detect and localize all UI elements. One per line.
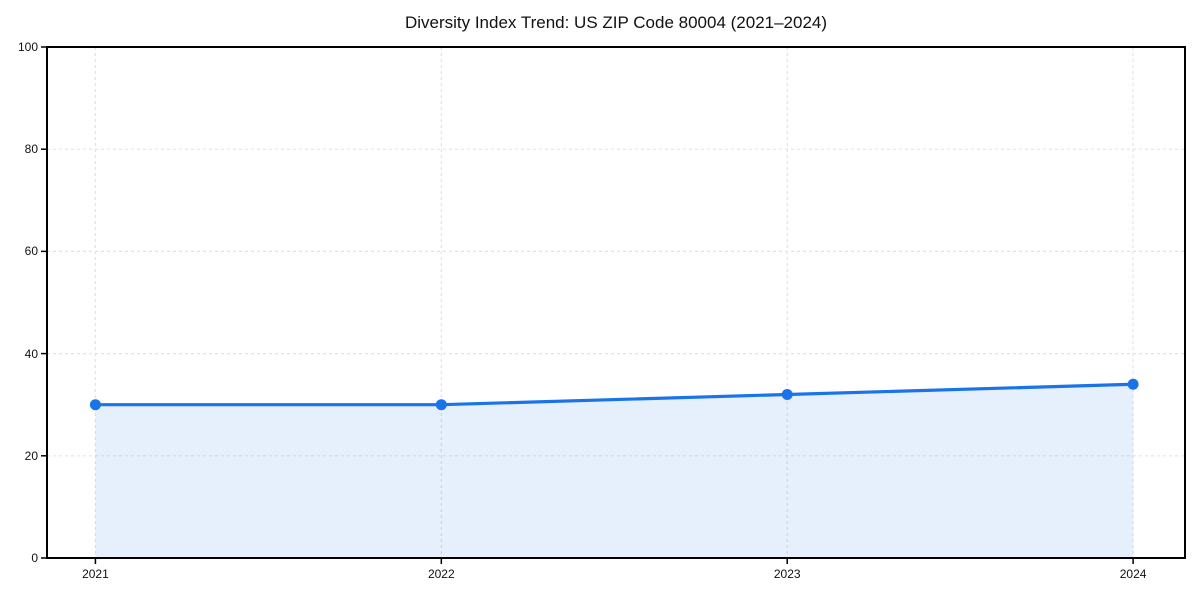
x-tick-label-2024: 2024 xyxy=(1119,567,1147,581)
x-tick-label-2023: 2023 xyxy=(773,567,801,581)
data-point-2022 xyxy=(435,399,447,411)
x-tick-label-2021: 2021 xyxy=(82,567,109,581)
y-tick-label-60: 60 xyxy=(24,244,38,259)
y-tick-label-40: 40 xyxy=(24,346,38,361)
data-point-2021 xyxy=(89,399,101,411)
data-point-2023 xyxy=(781,388,793,400)
data-point-2024 xyxy=(1127,378,1139,390)
y-tick-label-20: 20 xyxy=(24,448,38,463)
area-fill xyxy=(95,384,1134,558)
plot-border xyxy=(46,46,1186,559)
y-tick-label-80: 80 xyxy=(24,142,38,157)
x-tick-label-2022: 2022 xyxy=(427,567,455,581)
y-tick-label-100: 100 xyxy=(17,40,38,54)
trend-line xyxy=(93,382,1135,407)
chart-title: Diversity Index Trend: US ZIP Code 80004… xyxy=(404,13,828,32)
y-tick-label-0: 0 xyxy=(31,551,38,565)
